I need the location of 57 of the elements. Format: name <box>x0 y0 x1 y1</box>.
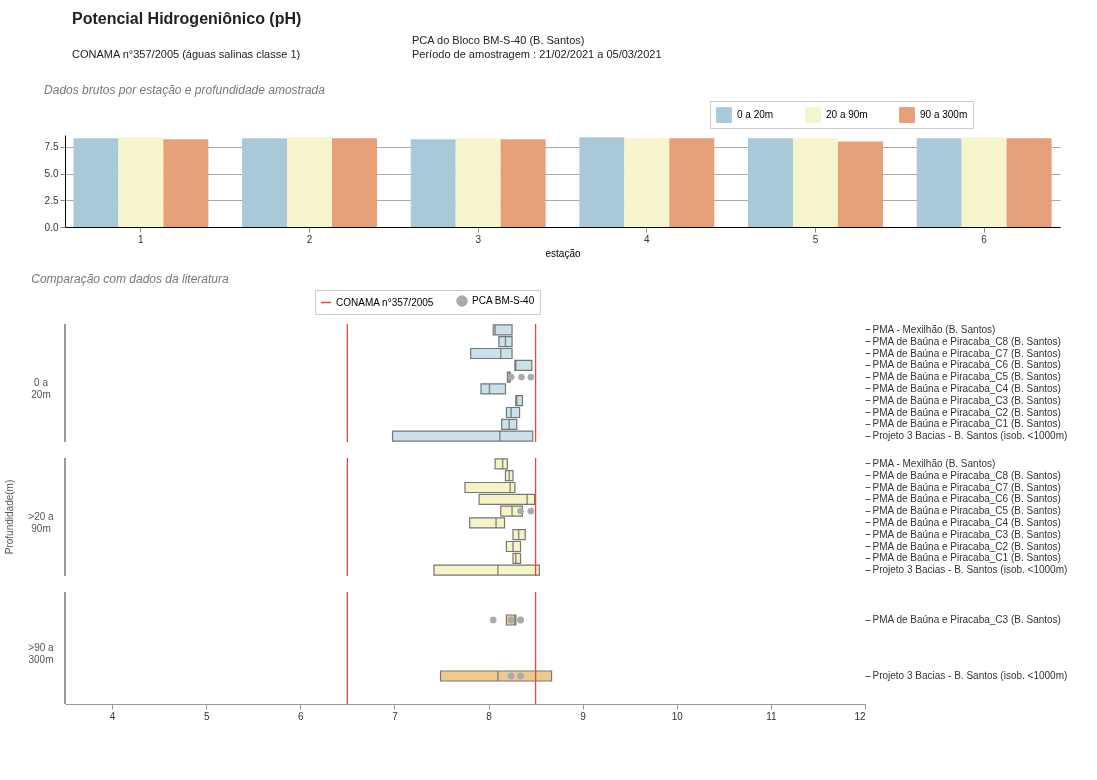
chart-title: Potencial Hidrogeniônico (pH) <box>72 10 302 28</box>
y-tick-label: PMA de Baúna e Piracaba_C4 (B. Santos) <box>872 516 1061 528</box>
x-tick-label: 12 <box>854 710 866 722</box>
x-tick-label: 6 <box>298 710 305 722</box>
y-tick-label: PMA de Baúna e Piracaba_C5 (B. Santos) <box>872 371 1061 383</box>
legend-label: 20 a 90m <box>826 109 868 121</box>
x-tick-label: 9 <box>580 710 587 722</box>
x-tick-label: 8 <box>486 710 493 722</box>
legend-label: 90 a 300m <box>920 109 968 121</box>
y-tick-label: PMA de Baúna e Piracaba_C8 (B. Santos) <box>872 469 1061 481</box>
y-tick-label: PMA de Baúna e Piracaba_C1 (B. Santos) <box>872 418 1061 430</box>
y-axis-title: >20 a 90m <box>28 511 55 534</box>
y-tick-label: Projeto 3 Bacias - B. Santos (isob. <1000m) <box>872 564 1068 576</box>
legend-label: PCA BM-S-40 <box>472 295 535 306</box>
x-tick-label: 10 <box>671 710 684 722</box>
x-tick-label: 7 <box>392 710 399 722</box>
y-tick-label: PMA de Baúna e Piracaba_C8 (B. Santos) <box>872 335 1061 347</box>
x-tick-label: 11 <box>766 710 778 722</box>
y-tick-label: PMA - Mexilhão (B. Santos) <box>872 457 996 469</box>
y-tick-label: PMA de Baúna e Piracaba_C4 (B. Santos) <box>872 382 1061 394</box>
y-tick-label: PMA de Baúna e Piracaba_C2 (B. Santos) <box>872 540 1061 552</box>
text: PCA do Bloco BM-S-40 (B. Santos) <box>412 34 585 46</box>
text: CONAMA n°357/2005 (águas salinas classe 1) <box>72 48 301 60</box>
y-tick-label: PMA de Baúna e Piracaba_C3 (B. Santos) <box>872 394 1061 406</box>
y-tick-label: 7.5 <box>44 141 59 153</box>
y-tick-label: PMA de Baúna e Piracaba_C1 (B. Santos) <box>872 552 1061 564</box>
y-tick-label: PMA - Mexilhão (B. Santos) <box>872 323 996 335</box>
y-tick-label: Projeto 3 Bacias - B. Santos (isob. <1000m) <box>872 430 1068 442</box>
x-tick-label: 4 <box>109 710 116 722</box>
y-tick-label: PMA de Baúna e Piracaba_C7 (B. Santos) <box>872 481 1061 493</box>
y-axis-title: 0 a 20m <box>31 377 51 400</box>
y-tick-label: 2.5 <box>44 194 59 206</box>
x-tick-label: 4 <box>644 233 651 245</box>
y-tick-label: PMA de Baúna e Piracaba_C5 (B. Santos) <box>872 505 1061 517</box>
chart-subtitle: Dados brutos por estação e profundidade amostrada <box>44 82 326 97</box>
y-tick-label: PMA de Baúna e Piracaba_C6 (B. Santos) <box>872 359 1061 371</box>
text: Período de amostragem : 21/02/2021 a 05/03/2021 <box>412 48 662 60</box>
x-axis-title: estação <box>545 247 581 259</box>
y-tick-label: 5.0 <box>44 168 59 180</box>
x-tick-label: 5 <box>203 710 210 722</box>
legend-label: 0 a 20m <box>737 109 774 121</box>
y-axis-title: >90 a 300m <box>28 642 55 665</box>
y-tick-label: 0.0 <box>44 221 59 233</box>
chart-subtitle: Comparação com dados da literatura <box>31 271 230 286</box>
x-tick-label: 3 <box>475 233 482 245</box>
y-tick-label: PMA de Baúna e Piracaba_C3 (B. Santos) <box>872 528 1061 540</box>
x-tick-label: 1 <box>138 233 145 245</box>
x-tick-label: 5 <box>812 233 819 245</box>
y-tick-label: PMA de Baúna e Piracaba_C3 (B. Santos) <box>872 614 1061 625</box>
x-tick-label: 2 <box>306 233 313 245</box>
y-tick-label: PMA de Baúna e Piracaba_C6 (B. Santos) <box>872 493 1061 505</box>
legend-label: CONAMA n°357/2005 <box>336 296 434 308</box>
text: Profundidade(m) <box>4 479 15 555</box>
y-tick-label: PMA de Baúna e Piracaba_C2 (B. Santos) <box>872 406 1061 418</box>
y-tick-label: PMA de Baúna e Piracaba_C7 (B. Santos) <box>872 347 1061 359</box>
x-tick-label: 6 <box>981 233 988 245</box>
y-tick-label: Projeto 3 Bacias - B. Santos (isob. <1000m) <box>872 670 1068 681</box>
